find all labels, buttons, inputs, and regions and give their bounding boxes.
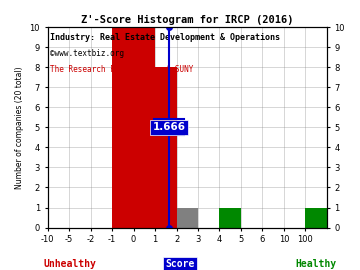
- Bar: [155, 67, 176, 228]
- Bar: [220, 208, 241, 228]
- Bar: [176, 208, 198, 228]
- Text: The Research Foundation of SUNY: The Research Foundation of SUNY: [50, 65, 194, 74]
- Text: 1.666: 1.666: [153, 122, 186, 132]
- Title: Z'-Score Histogram for IRCP (2016): Z'-Score Histogram for IRCP (2016): [81, 15, 293, 25]
- Y-axis label: Number of companies (20 total): Number of companies (20 total): [15, 66, 24, 189]
- Bar: [112, 27, 155, 228]
- Text: Unhealthy: Unhealthy: [43, 259, 96, 269]
- Text: Score: Score: [165, 259, 195, 269]
- Text: Healthy: Healthy: [295, 259, 336, 269]
- Text: Industry: Real Estate Development & Operations: Industry: Real Estate Development & Oper…: [50, 33, 280, 42]
- Text: ©www.textbiz.org: ©www.textbiz.org: [50, 49, 125, 58]
- Bar: [305, 208, 327, 228]
